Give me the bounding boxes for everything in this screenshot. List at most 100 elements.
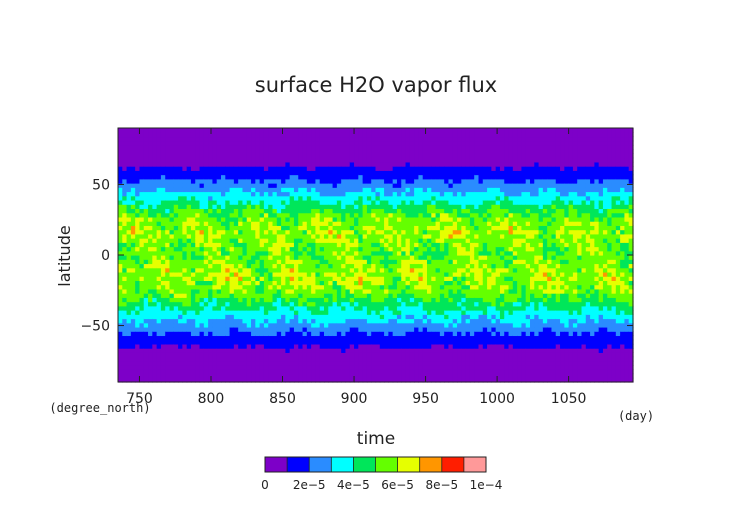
heatmap-cell: [362, 208, 368, 214]
heatmap-cell: [272, 128, 278, 133]
heatmap-cell: [371, 183, 377, 188]
heatmap-cell: [358, 255, 364, 260]
heatmap-cell: [306, 204, 312, 210]
heatmap-cell: [208, 267, 214, 273]
heatmap-cell: [169, 352, 175, 358]
heatmap-cell: [268, 373, 274, 379]
heatmap-cell: [293, 242, 299, 248]
heatmap-cell: [160, 377, 166, 383]
heatmap-cell: [126, 128, 132, 133]
heatmap-cell: [225, 161, 231, 167]
heatmap-cell: [160, 335, 166, 341]
heatmap-cell: [358, 178, 364, 184]
heatmap-cell: [448, 369, 454, 375]
heatmap-cell: [379, 352, 385, 358]
heatmap-cell: [401, 204, 407, 210]
heatmap-cell: [328, 343, 334, 349]
heatmap-cell: [354, 352, 359, 358]
heatmap-cell: [362, 267, 368, 273]
heatmap-cell: [182, 140, 188, 146]
heatmap-cell: [388, 246, 394, 252]
heatmap-cell: [208, 318, 214, 324]
heatmap-cell: [281, 195, 286, 201]
heatmap-cell: [388, 174, 394, 180]
heatmap-cell: [396, 149, 402, 154]
heatmap-cell: [401, 271, 407, 277]
heatmap-cell: [268, 250, 274, 256]
heatmap-cell: [375, 348, 381, 353]
heatmap-cell: [178, 331, 183, 337]
heatmap-cell: [409, 348, 415, 353]
heatmap-cell: [285, 191, 291, 197]
heatmap-cell: [422, 250, 428, 256]
heatmap-cell: [135, 373, 141, 379]
heatmap-cell: [130, 255, 136, 260]
heatmap-cell: [182, 322, 188, 328]
heatmap-cell: [289, 229, 295, 235]
heatmap-cell: [388, 276, 394, 281]
heatmap-cell: [263, 335, 269, 341]
heatmap-cell: [285, 343, 291, 349]
heatmap-cell: [375, 221, 381, 226]
heatmap-cell: [401, 132, 407, 138]
heatmap-cell: [285, 276, 291, 281]
heatmap-cell: [392, 132, 398, 138]
heatmap-cell: [435, 377, 441, 383]
heatmap-cell: [358, 365, 364, 370]
heatmap-cell: [178, 183, 183, 188]
heatmap-cell: [268, 216, 274, 222]
heatmap-cell: [435, 310, 441, 315]
heatmap-cell: [272, 233, 278, 239]
heatmap-cell: [233, 276, 239, 281]
heatmap-cell: [216, 267, 222, 273]
heatmap-cell: [414, 242, 420, 248]
heatmap-cell: [268, 310, 274, 315]
heatmap-cell: [457, 377, 462, 383]
heatmap-cell: [233, 208, 239, 214]
heatmap-cell: [448, 322, 454, 328]
heatmap-cell: [126, 263, 132, 269]
heatmap-cell: [169, 140, 175, 146]
heatmap-cell: [126, 348, 132, 353]
heatmap-cell: [122, 242, 128, 248]
heatmap-cell: [405, 377, 411, 383]
heatmap-cell: [457, 178, 462, 184]
heatmap-cell: [401, 225, 407, 231]
heatmap-cell: [268, 204, 274, 210]
heatmap-cell: [148, 326, 153, 332]
heatmap-cell: [212, 204, 218, 210]
heatmap-cell: [414, 229, 420, 235]
heatmap-cell: [414, 225, 420, 231]
heatmap-cell: [135, 301, 141, 307]
heatmap-cell: [422, 297, 428, 303]
heatmap-cell: [152, 360, 158, 366]
heatmap-cell: [130, 250, 136, 256]
heatmap-cell: [435, 263, 441, 269]
heatmap-cell: [178, 360, 183, 366]
heatmap-cell: [469, 356, 475, 362]
heatmap-cell: [122, 246, 128, 252]
heatmap-cell: [336, 161, 342, 167]
heatmap-cell: [439, 157, 445, 163]
heatmap-cell: [354, 280, 359, 286]
heatmap-cell: [186, 204, 192, 210]
heatmap-cell: [208, 204, 214, 210]
heatmap-cell: [315, 297, 321, 303]
heatmap-cell: [173, 301, 179, 307]
heatmap-cell: [328, 267, 334, 273]
heatmap-cell: [251, 322, 256, 328]
heatmap-cell: [118, 199, 123, 205]
heatmap-cell: [152, 191, 158, 197]
heatmap-cell: [293, 356, 299, 362]
heatmap-cell: [229, 331, 235, 337]
heatmap-cell: [160, 132, 166, 138]
heatmap-cell: [246, 331, 252, 337]
heatmap-cell: [457, 255, 462, 260]
heatmap-cell: [203, 284, 209, 290]
heatmap-cell: [422, 229, 428, 235]
heatmap-cell: [324, 183, 329, 188]
heatmap-cell: [195, 297, 201, 303]
heatmap-cell: [182, 365, 188, 370]
heatmap-cell: [203, 369, 209, 375]
heatmap-cell: [332, 250, 338, 256]
